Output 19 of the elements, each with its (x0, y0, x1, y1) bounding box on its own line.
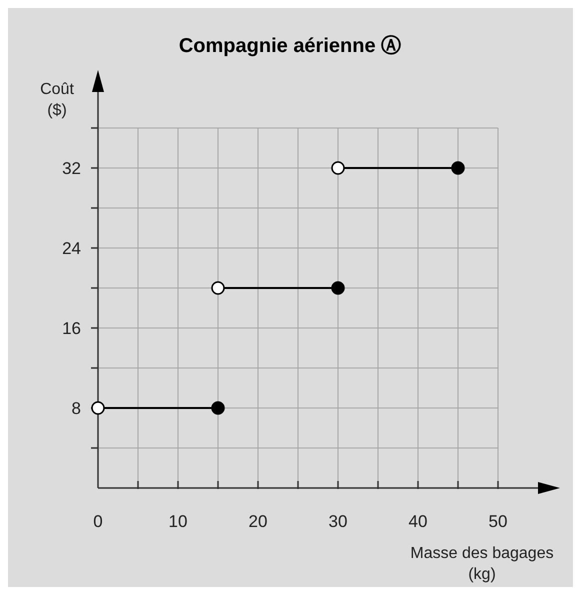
point (451, 161, 465, 175)
x-tick-label: 50 (488, 512, 508, 531)
x-tick-label: 30 (328, 512, 348, 531)
x-axis-title: Masse des bagages (kg) (410, 545, 554, 583)
chart-title: Compagnie aérienne Ⓐ (178, 35, 402, 57)
x-tick-label: 20 (248, 512, 268, 531)
y-tick-label: 24 (62, 239, 81, 258)
x-tick-label: 40 (408, 512, 428, 531)
y-tick-label: 8 (72, 399, 81, 418)
point (91, 401, 105, 415)
y-tick-label: 32 (62, 159, 81, 178)
point (211, 401, 225, 415)
point (331, 281, 345, 295)
x-tick-label: 10 (168, 512, 188, 531)
y-tick-label: 16 (62, 319, 81, 338)
y-axis-title: Coût ($) (40, 81, 74, 119)
point (331, 161, 345, 175)
x-tick-label: 0 (93, 512, 103, 531)
point (211, 281, 225, 295)
